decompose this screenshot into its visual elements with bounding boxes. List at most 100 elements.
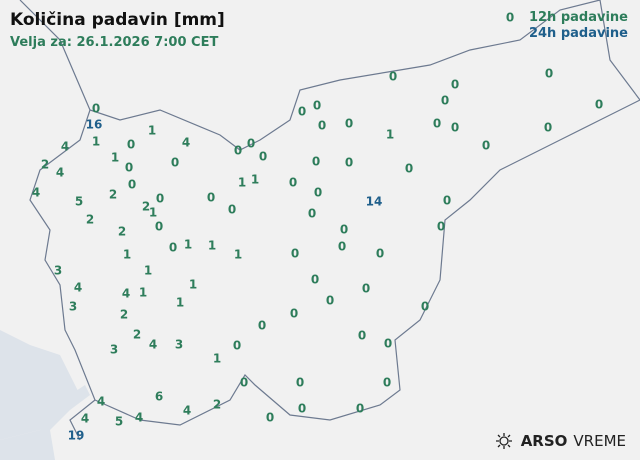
precip-12h-value: 0 [128,178,136,192]
precip-12h-value: 0 [290,307,298,321]
precip-12h-value: 0 [125,161,133,175]
precip-12h-value: 2 [41,158,49,172]
precip-12h-value: 0 [240,376,248,390]
precip-12h-value: 5 [75,195,83,209]
arso-logo: ARSO VREME [495,432,626,450]
precip-12h-value: 2 [213,398,221,412]
precip-12h-value: 1 [208,239,216,253]
precip-12h-value: 0 [312,155,320,169]
precip-12h-value: 0 [358,329,366,343]
precip-12h-value: 4 [122,287,130,301]
precip-12h-value: 0 [506,11,514,25]
precip-12h-value: 1 [149,206,157,220]
precip-12h-value: 0 [156,192,164,206]
precip-12h-value: 0 [437,220,445,234]
precip-12h-value: 0 [345,117,353,131]
precip-12h-value: 4 [183,404,191,418]
precip-12h-value: 0 [155,220,163,234]
precip-12h-value: 1 [144,264,152,278]
country-border [19,0,640,441]
precip-12h-value: 5 [115,415,123,429]
precip-12h-value: 0 [266,411,274,425]
precip-12h-value: 0 [298,105,306,119]
precip-12h-value: 2 [133,328,141,342]
precip-12h-value: 0 [247,137,255,151]
precip-12h-value: 0 [441,94,449,108]
precip-12h-value: 0 [318,119,326,133]
precip-12h-value: 0 [545,67,553,81]
precip-12h-value: 0 [595,98,603,112]
precip-12h-value: 4 [135,411,143,425]
precip-12h-value: 2 [109,188,117,202]
precip-12h-value: 0 [92,102,100,116]
precip-12h-value: 0 [451,121,459,135]
precip-12h-value: 6 [155,390,163,404]
legend-12h: 12h padavine [528,10,628,25]
precip-12h-value: 0 [362,282,370,296]
precip-12h-value: 0 [169,241,177,255]
precip-12h-value: 0 [384,337,392,351]
precip-12h-value: 1 [184,238,192,252]
precip-12h-value: 1 [148,124,156,138]
precip-12h-value: 1 [189,278,197,292]
logo-product: VREME [573,432,626,450]
precip-12h-value: 0 [308,207,316,221]
precip-12h-value: 1 [238,176,246,190]
precip-12h-value: 0 [376,247,384,261]
precip-12h-value: 0 [345,156,353,170]
precip-12h-value: 3 [175,338,183,352]
legend-24h: 24h padavine [528,26,628,41]
precip-12h-value: 0 [313,99,321,113]
precip-12h-value: 0 [234,144,242,158]
precip-12h-value: 4 [56,166,64,180]
precip-12h-value: 1 [92,135,100,149]
precip-12h-value: 2 [120,308,128,322]
precip-12h-value: 1 [386,128,394,142]
precip-12h-value: 1 [176,296,184,310]
precip-12h-value: 2 [142,200,150,214]
precip-12h-value: 0 [298,402,306,416]
precip-12h-value: 0 [326,294,334,308]
precip-12h-value: 3 [69,300,77,314]
precip-12h-value: 0 [451,78,459,92]
logo-brand: ARSO [520,432,568,450]
sun-cloud-icon [495,433,512,449]
precip-12h-value: 1 [123,248,131,262]
precip-12h-value: 2 [86,213,94,227]
precip-12h-value: 0 [291,247,299,261]
precip-12h-value: 4 [182,136,190,150]
precip-12h-value: 0 [171,156,179,170]
precip-12h-value: 1 [213,352,221,366]
precip-12h-value: 0 [127,138,135,152]
precip-12h-value: 0 [338,240,346,254]
precip-12h-value: 4 [97,395,105,409]
precip-12h-value: 0 [433,117,441,131]
precip-24h-value: 16 [86,118,103,132]
precip-12h-value: 4 [149,338,157,352]
valid-time: Velja za: 26.1.2026 7:00 CET [10,35,219,50]
precip-12h-value: 0 [258,319,266,333]
precip-12h-value: 1 [111,151,119,165]
precip-12h-value: 0 [482,139,490,153]
precip-12h-value: 3 [54,264,62,278]
precip-12h-value: 4 [81,412,89,426]
precip-12h-value: 0 [233,339,241,353]
precip-12h-value: 0 [356,402,364,416]
precip-12h-value: 0 [314,186,322,200]
precip-12h-value: 1 [234,248,242,262]
precip-12h-value: 0 [383,376,391,390]
precip-12h-value: 4 [32,186,40,200]
sea-south [0,385,90,460]
precip-12h-value: 0 [389,70,397,84]
precip-12h-value: 0 [311,273,319,287]
precip-12h-value: 0 [289,176,297,190]
precip-12h-value: 0 [421,300,429,314]
precip-12h-value: 1 [139,286,147,300]
precip-12h-value: 0 [228,203,236,217]
precip-24h-value: 14 [366,195,383,209]
precip-12h-value: 0 [296,376,304,390]
precip-12h-value: 1 [251,173,259,187]
precip-12h-value: 4 [74,281,82,295]
